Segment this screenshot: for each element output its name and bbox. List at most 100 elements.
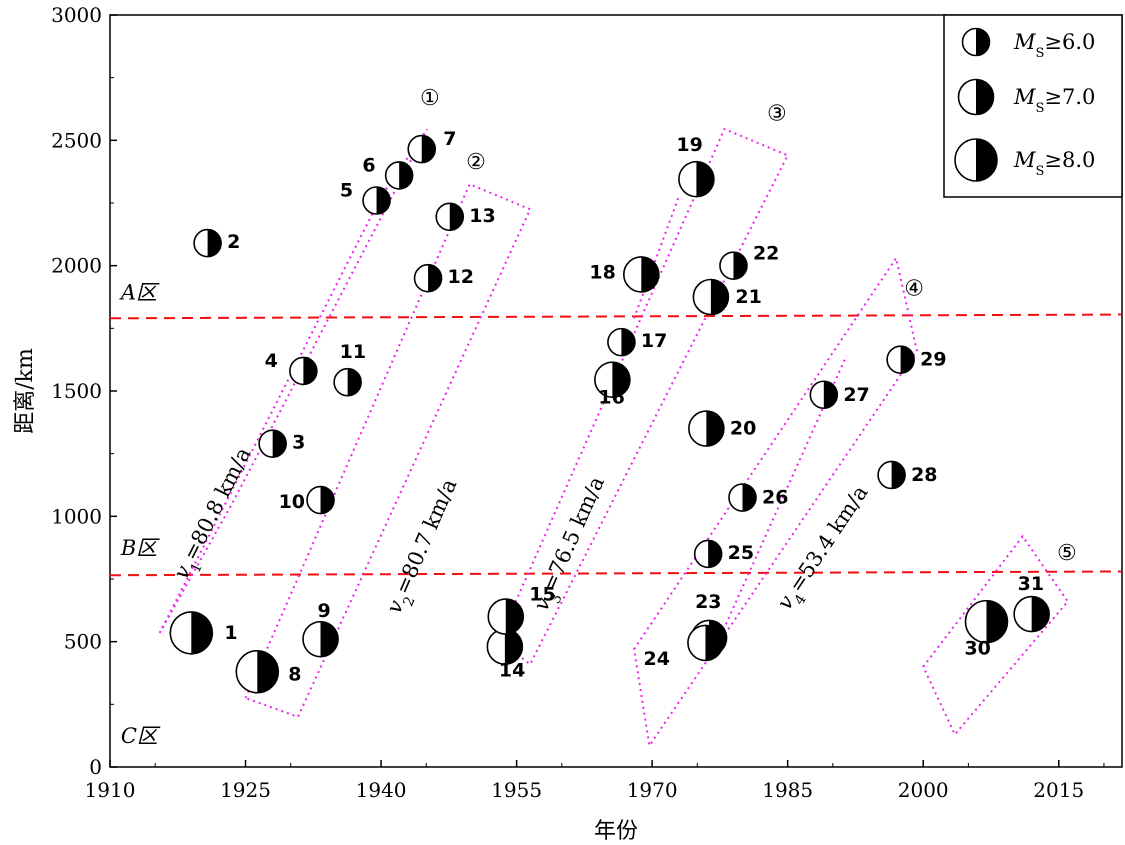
- migration-zone-label: ⑤: [1057, 541, 1077, 566]
- y-tick-label: 3000: [51, 3, 102, 27]
- migration-zone-label: ①: [420, 86, 440, 111]
- event-label: 9: [318, 600, 331, 622]
- event-label: 6: [362, 154, 375, 176]
- event-marker: [487, 598, 525, 635]
- x-tick-label: 1940: [356, 778, 407, 802]
- event-marker-fill: [1031, 596, 1050, 632]
- event-marker-fill: [191, 611, 213, 654]
- event-label: 2: [227, 231, 240, 253]
- velocity-label: v1=80.8 km/a: [169, 444, 262, 586]
- event-marker: [719, 251, 748, 280]
- event-marker: [594, 361, 631, 399]
- event-marker-fill: [207, 229, 222, 257]
- migration-zone-label: ②: [466, 150, 486, 175]
- event-marker-fill: [320, 486, 335, 514]
- event-marker: [622, 256, 660, 293]
- event-marker: [289, 356, 318, 386]
- event-marker: [413, 263, 443, 293]
- legend-marker-fill: [976, 79, 994, 115]
- x-tick-label: 1925: [220, 778, 271, 802]
- event-label: 17: [641, 330, 667, 352]
- event-marker: [692, 278, 730, 316]
- event-marker-fill: [428, 264, 442, 292]
- event-marker: [693, 539, 723, 569]
- event-marker: [678, 160, 715, 198]
- event-marker-fill: [742, 484, 756, 512]
- legend: MS≥6.0 MS≥7.0 MS≥8.0: [943, 14, 1123, 198]
- event-marker-fill: [257, 650, 279, 693]
- event-label: 11: [340, 341, 366, 363]
- event-marker-fill: [376, 186, 391, 214]
- y-tick-label: 500: [64, 630, 102, 654]
- event-label: 19: [676, 134, 702, 156]
- event-marker-fill: [612, 362, 630, 398]
- event-marker-fill: [891, 461, 906, 489]
- legend-label: MS≥6.0: [1013, 30, 1095, 61]
- event-label: 24: [644, 648, 670, 670]
- event-marker-fill: [641, 256, 659, 292]
- x-tick-label: 1970: [627, 778, 678, 802]
- migration-zone-outline: [497, 127, 790, 666]
- event-label: 16: [598, 387, 624, 409]
- event-marker-fill: [320, 621, 339, 657]
- event-marker: [688, 410, 725, 447]
- velocity-label: v2=80.7 km/a: [382, 475, 468, 619]
- x-tick-label: 1985: [762, 778, 813, 802]
- migration-trend-line: [633, 195, 681, 319]
- event-label: 1: [224, 622, 237, 644]
- event-marker-fill: [504, 629, 523, 665]
- event-label: 22: [753, 243, 779, 265]
- legend-marker: [957, 78, 995, 116]
- event-marker: [258, 429, 287, 458]
- event-label: 7: [443, 128, 456, 150]
- event-marker-fill: [421, 135, 436, 163]
- event-marker: [302, 620, 339, 658]
- event-marker-fill: [706, 411, 724, 447]
- event-marker-fill: [708, 540, 722, 568]
- event-marker-fill: [733, 252, 747, 280]
- event-marker-fill: [621, 328, 635, 356]
- zone-label: B区: [120, 536, 160, 560]
- migration-zone-outline: [244, 182, 532, 719]
- event-label: 13: [469, 205, 495, 227]
- y-tick-label: 2500: [51, 128, 102, 152]
- x-tick-label: 2000: [898, 778, 949, 802]
- event-label: 26: [762, 487, 788, 509]
- event-marker: [169, 611, 214, 655]
- legend-label: MS≥8.0: [1013, 148, 1095, 179]
- event-marker: [193, 228, 222, 258]
- x-tick-label: 1910: [85, 778, 136, 802]
- event-marker: [877, 460, 906, 490]
- y-tick-label: 0: [89, 755, 102, 779]
- event-marker-fill: [505, 599, 524, 635]
- event-label: 8: [288, 664, 301, 686]
- event-marker: [607, 327, 636, 357]
- zone-label: C区: [121, 724, 161, 748]
- event-label: 4: [265, 350, 278, 372]
- event-marker-fill: [347, 368, 362, 396]
- y-tick-label: 1500: [51, 379, 102, 403]
- legend-marker: [961, 27, 991, 57]
- zone-boundary-line: [109, 570, 1123, 577]
- event-marker-fill: [900, 346, 915, 374]
- event-label: 28: [911, 464, 937, 486]
- axes: 1910 1925 1940 1955 1970 1985 2000 201505001000…: [51, 3, 1105, 802]
- event-marker: [809, 380, 839, 410]
- legend-marker-fill: [976, 28, 990, 56]
- event-label: 25: [728, 542, 754, 564]
- y-tick-label: 1000: [51, 504, 102, 528]
- migration-zone-label: ④: [904, 277, 924, 302]
- event-label: 31: [1018, 573, 1044, 595]
- x-tick-label: 1955: [491, 778, 542, 802]
- event-marker-fill: [986, 600, 1008, 643]
- event-marker-fill: [705, 625, 723, 661]
- y-axis-title: 距离/km: [13, 348, 38, 434]
- migration-zone-outline: [633, 255, 918, 749]
- event-label: 15: [529, 584, 555, 606]
- event-marker: [362, 186, 391, 215]
- event-label: 21: [735, 286, 761, 308]
- event-label: 29: [920, 349, 946, 371]
- event-marker: [384, 161, 414, 190]
- event-marker: [435, 202, 465, 232]
